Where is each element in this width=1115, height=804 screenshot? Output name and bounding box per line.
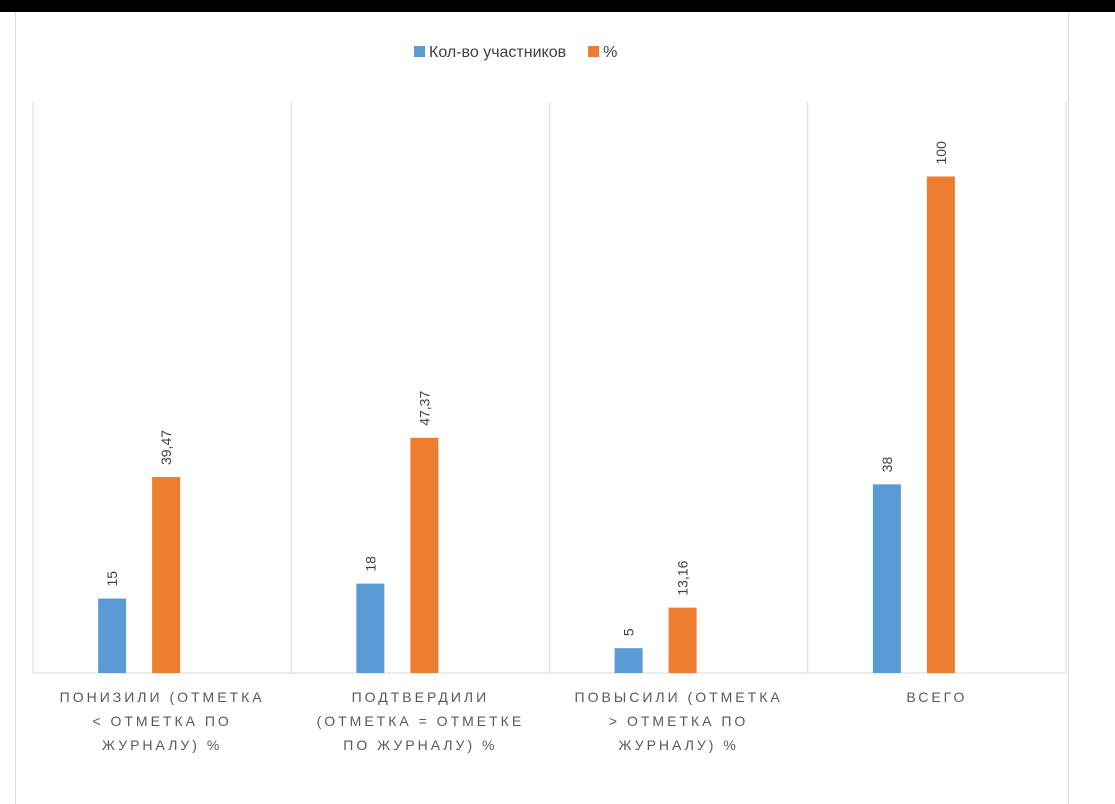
bar-participants bbox=[98, 598, 127, 673]
legend-swatch bbox=[414, 46, 425, 57]
category-gridlines bbox=[32, 102, 1067, 674]
category-label: < ОТМЕТКА ПО bbox=[92, 713, 231, 729]
category-label: ВСЕГО bbox=[906, 689, 967, 705]
legend-entry: Кол-во участников bbox=[429, 44, 566, 61]
data-label: 15 bbox=[104, 571, 120, 587]
bar-participants bbox=[872, 484, 901, 673]
legend-entry: % bbox=[603, 44, 617, 61]
category-label: ПО ЖУРНАЛУ) % bbox=[343, 737, 497, 753]
data-labels: 15 18 5 38 39,47 47,37 13,16 100 bbox=[104, 141, 949, 636]
legend-swatch bbox=[588, 46, 600, 57]
bar-percent bbox=[152, 477, 181, 673]
category-label: ЖУРНАЛУ) % bbox=[102, 737, 222, 753]
category-labels: ПОНИЗИЛИ (ОТМЕТКА < ОТМЕТКА ПО ЖУРНАЛУ) % П… bbox=[60, 689, 967, 753]
data-label: 39,47 bbox=[158, 430, 174, 465]
bar-percent bbox=[410, 437, 439, 673]
category-label: ПОНИЗИЛИ (ОТМЕТКА bbox=[60, 689, 265, 705]
data-label: 38 bbox=[879, 457, 895, 473]
top-border bbox=[0, 0, 1115, 12]
data-label: 5 bbox=[621, 628, 637, 636]
legend: Кол-во участников% bbox=[414, 44, 617, 61]
category-label: ПОДТВЕРДИЛИ bbox=[352, 689, 490, 705]
bar-participants bbox=[614, 648, 643, 673]
bar-percent bbox=[926, 176, 955, 673]
category-label: ЖУРНАЛУ) % bbox=[618, 737, 738, 753]
data-label: 100 bbox=[933, 141, 949, 165]
data-label: 47,37 bbox=[416, 391, 432, 426]
category-label: ПОВЫСИЛИ (ОТМЕТКА bbox=[575, 689, 783, 705]
category-label: > ОТМЕТКА ПО bbox=[609, 713, 748, 729]
data-label: 13,16 bbox=[675, 560, 691, 595]
data-label: 18 bbox=[362, 556, 378, 572]
bar-participants bbox=[356, 583, 385, 673]
bars bbox=[98, 176, 955, 673]
bar-percent bbox=[668, 607, 697, 673]
category-label: (ОТМЕТКА = ОТМЕТКЕ bbox=[317, 713, 525, 729]
